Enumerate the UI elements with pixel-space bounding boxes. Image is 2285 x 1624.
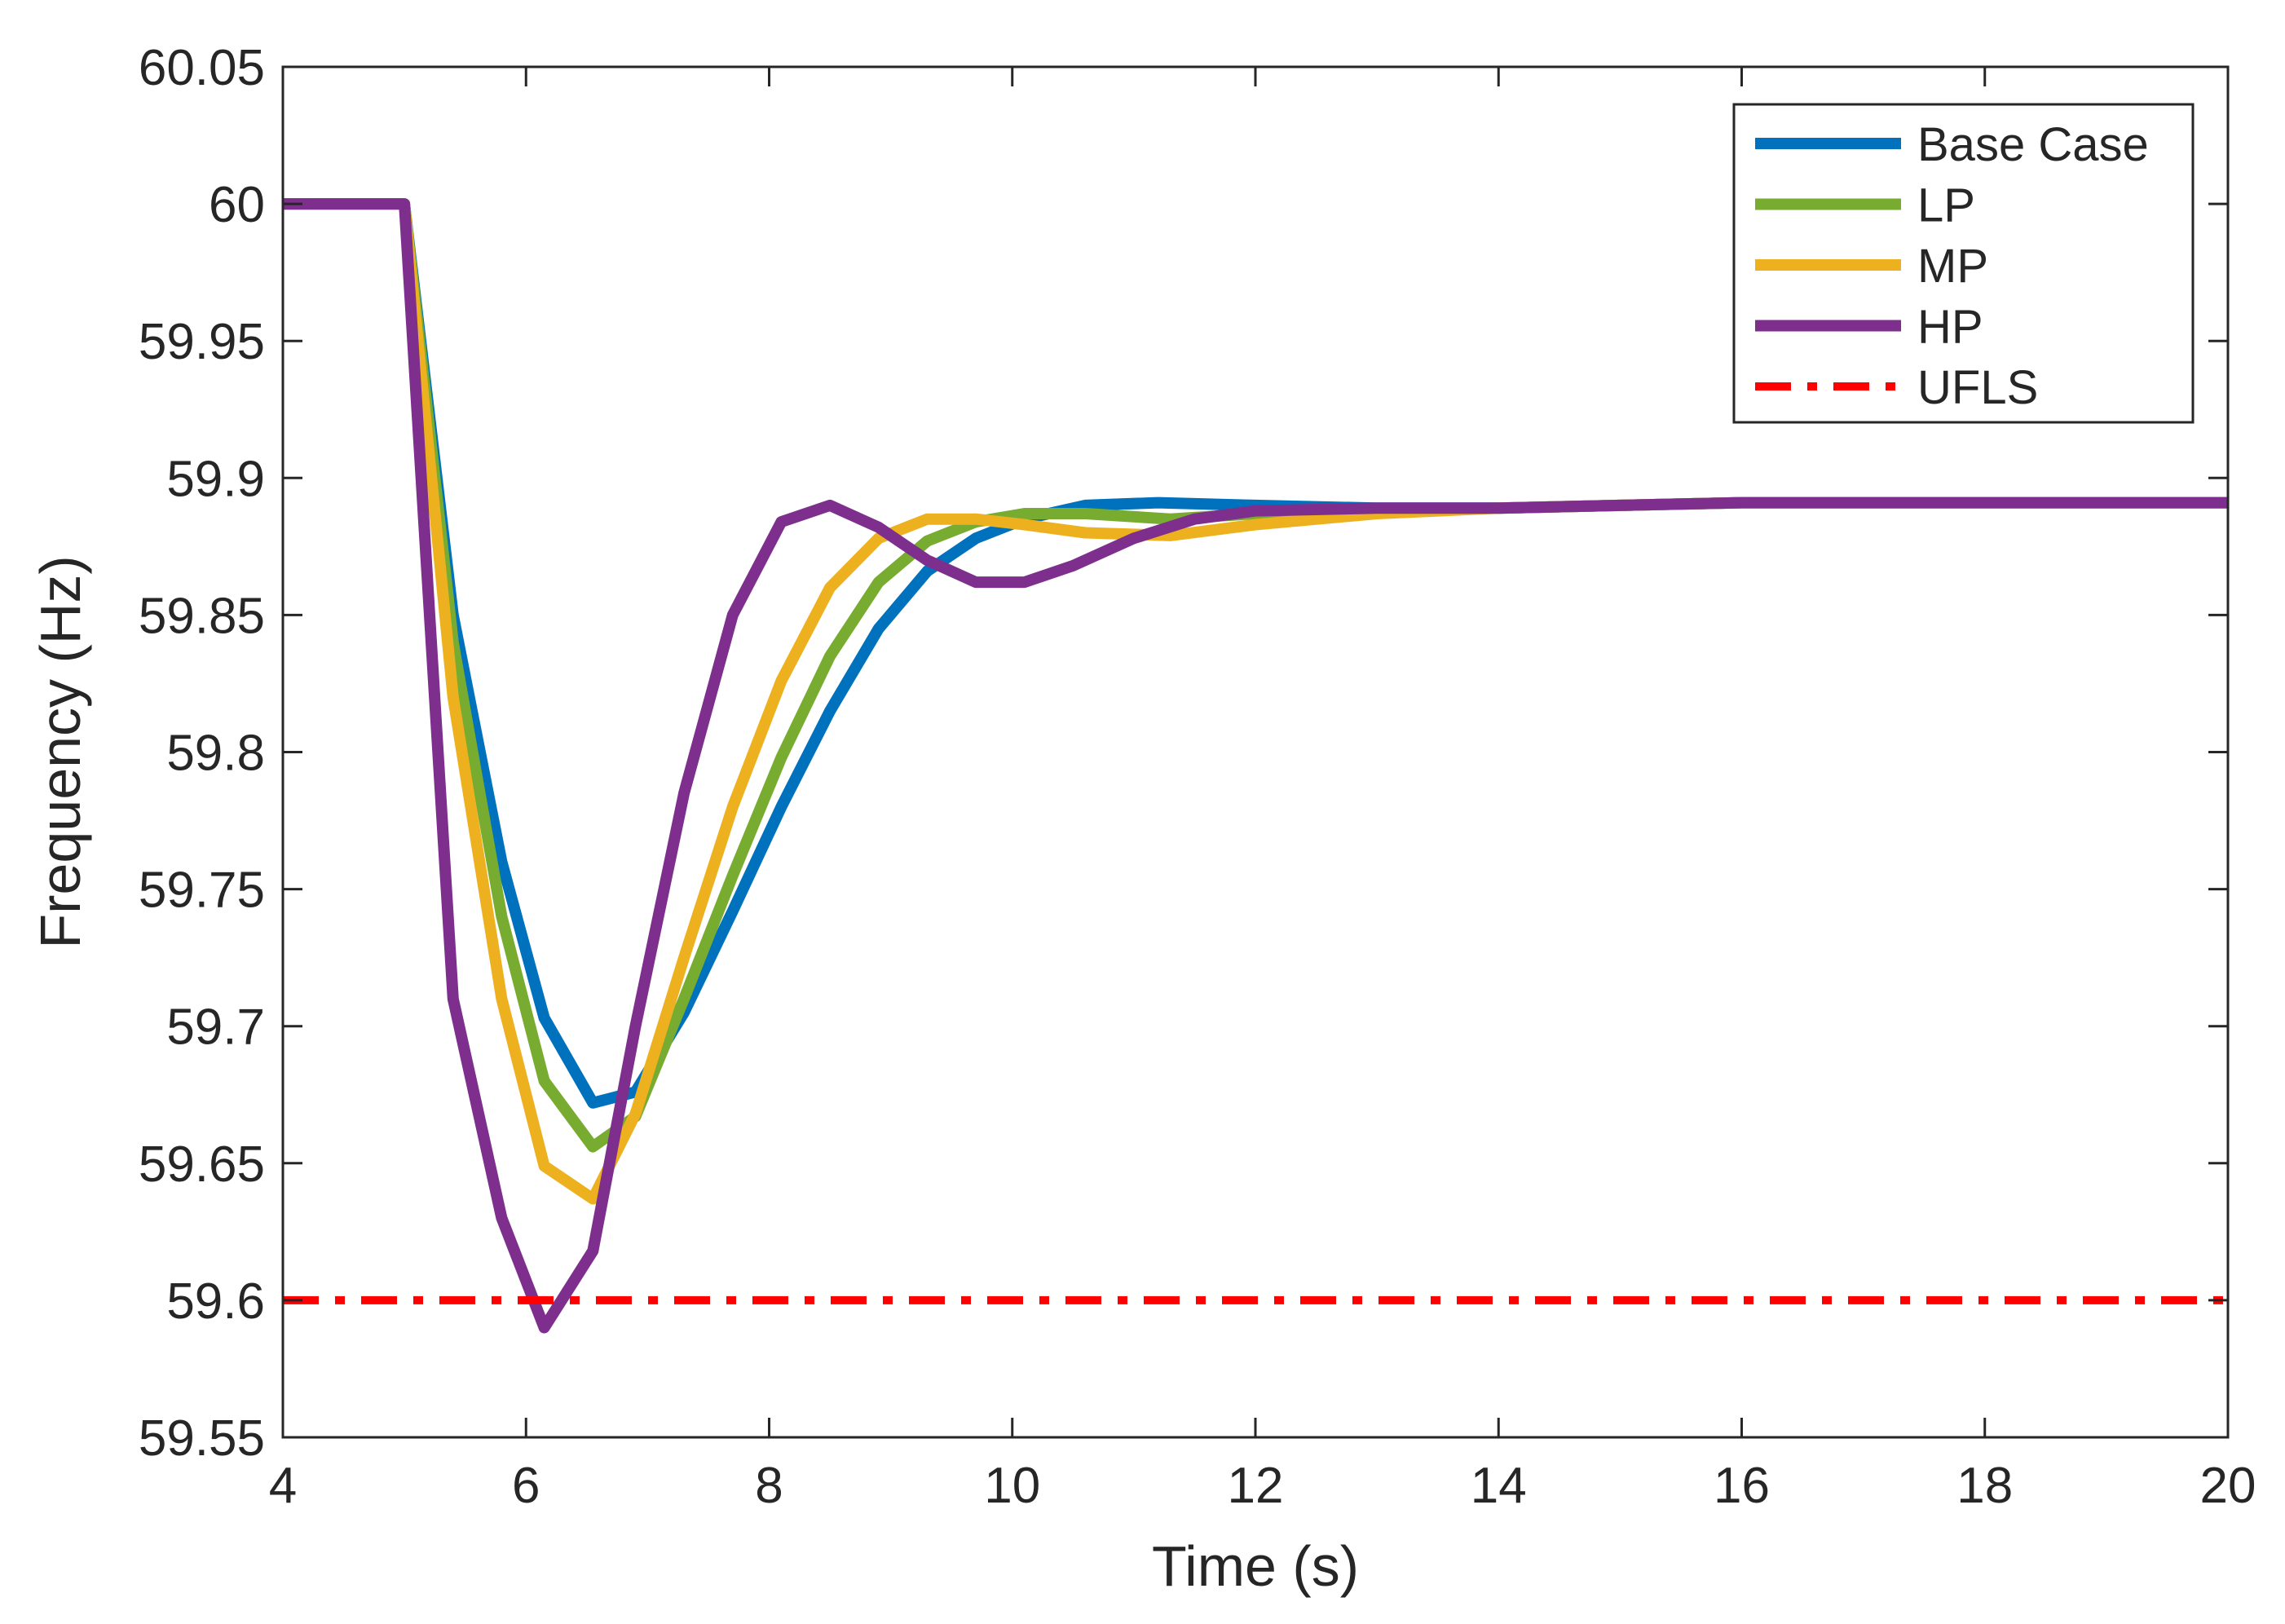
plot-lines — [283, 198, 2228, 1334]
x-tick-label: 16 — [1714, 1458, 1770, 1514]
legend-label: MP — [1917, 240, 1988, 293]
legend-label: LP — [1917, 179, 1975, 232]
y-tick-label: 59.9 — [166, 451, 265, 507]
x-tick-label: 10 — [984, 1458, 1040, 1514]
x-tick-label: 12 — [1228, 1458, 1284, 1514]
x-tick-label: 14 — [1471, 1458, 1527, 1514]
y-tick-label: 59.75 — [139, 863, 265, 919]
legend: Base Case LP MP HP UFLS — [1732, 103, 2195, 424]
legend-label: Base Case — [1917, 118, 2149, 171]
y-tick-label: 59.95 — [139, 314, 265, 370]
x-tick-label: 20 — [2200, 1458, 2256, 1514]
y-tick-label: 59.65 — [139, 1136, 265, 1193]
x-tick-labels: 4 6 8 10 12 14 16 18 20 — [269, 1458, 2256, 1514]
series-line-hp — [283, 198, 2228, 1334]
y-tick-label: 59.85 — [139, 588, 265, 644]
y-tick-label: 59.8 — [166, 726, 265, 782]
y-tick-label: 59.55 — [139, 1410, 265, 1467]
y-tick-label: 59.7 — [166, 1000, 265, 1056]
x-tick-label: 4 — [269, 1458, 297, 1514]
y-tick-label: 60.05 — [139, 40, 265, 96]
x-tick-label: 18 — [1956, 1458, 2013, 1514]
x-tick-label: 6 — [512, 1458, 540, 1514]
y-tick-label: 59.6 — [166, 1273, 265, 1330]
y-tick-label: 60 — [209, 177, 265, 233]
axis-ticks — [281, 65, 2230, 1439]
x-tick-label: 8 — [755, 1458, 783, 1514]
y-tick-labels: 59.55 59.6 59.65 59.7 59.75 59.8 59.85 59.9 59.9… — [139, 40, 265, 1467]
y-axis-label: Frequency (Hz) — [29, 555, 92, 948]
legend-label: HP — [1917, 301, 1983, 354]
x-axis-label: Time (s) — [1152, 1534, 1359, 1598]
legend-label: UFLS — [1917, 361, 2038, 414]
